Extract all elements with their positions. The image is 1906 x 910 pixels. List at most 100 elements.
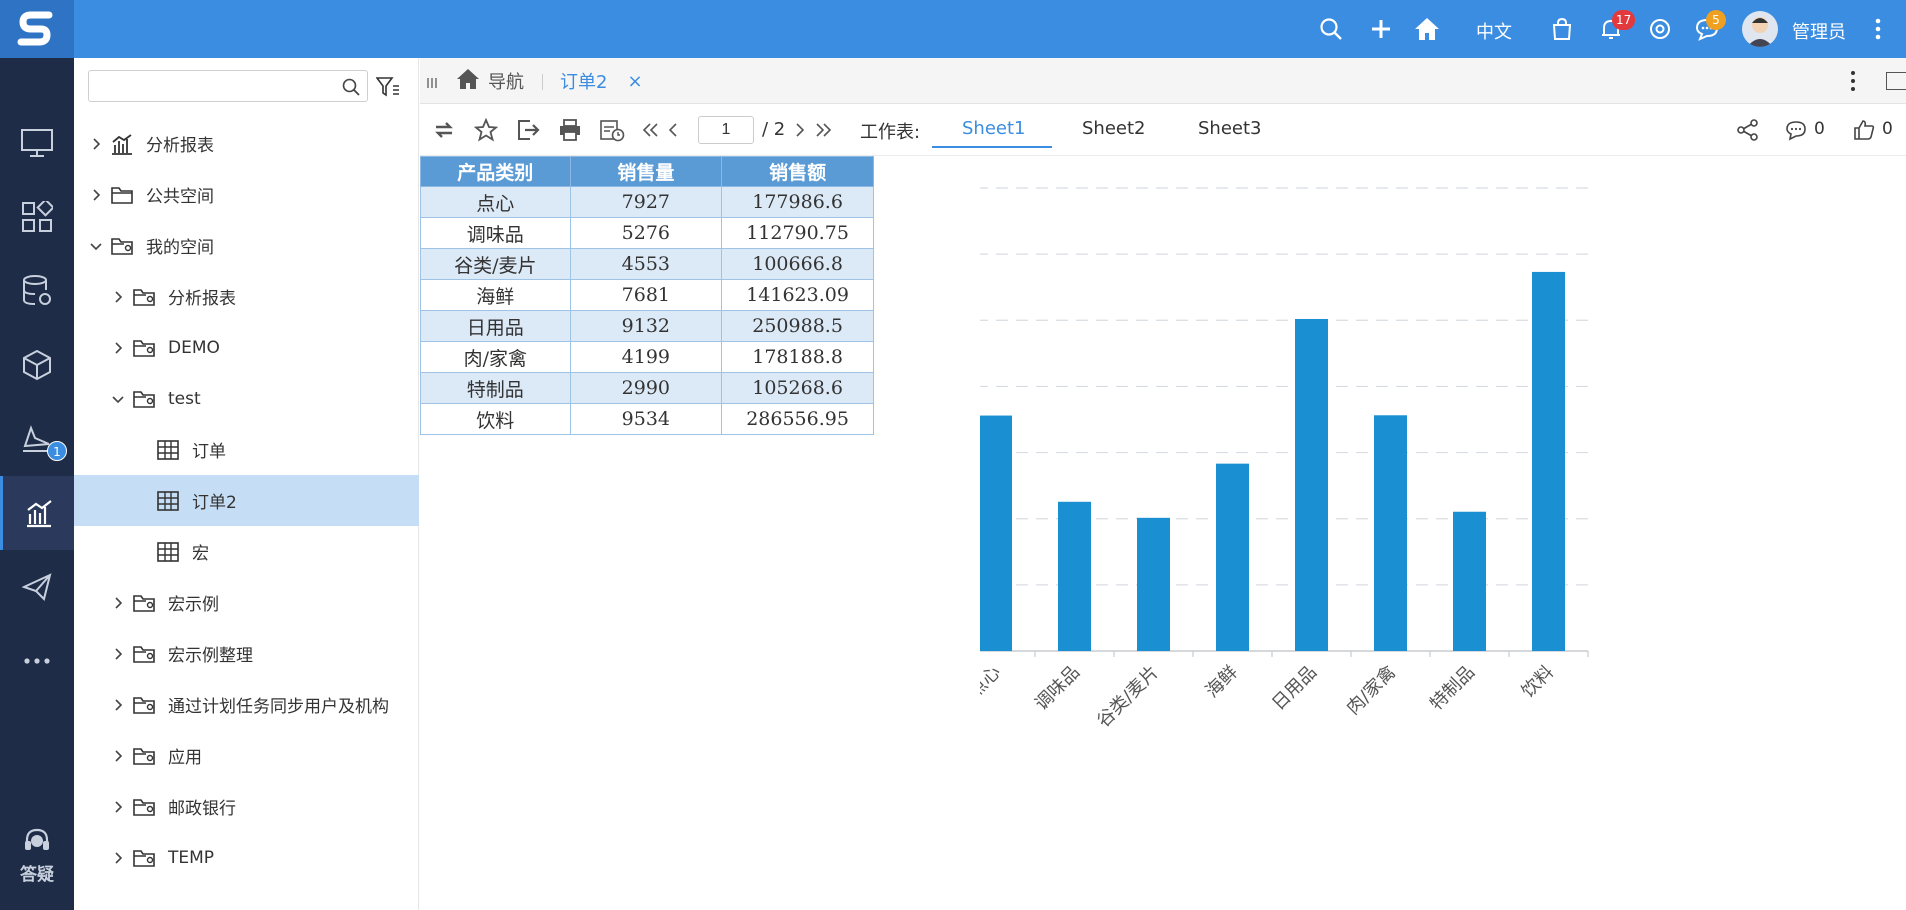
chevron-right-icon[interactable] bbox=[110, 799, 126, 815]
tree-item-postal-bank[interactable]: 邮政银行 bbox=[74, 781, 419, 832]
table-cell[interactable]: 141623.09 bbox=[721, 279, 874, 311]
nav-etl[interactable] bbox=[0, 402, 74, 476]
chevron-right-icon[interactable] bbox=[110, 850, 126, 866]
export-icon[interactable] bbox=[514, 116, 542, 144]
table-cell[interactable]: 日用品 bbox=[420, 310, 571, 342]
filter-icon[interactable] bbox=[375, 76, 400, 102]
chevron-right-icon[interactable] bbox=[88, 136, 104, 152]
tree-item-apps[interactable]: 应用 bbox=[74, 730, 419, 781]
tree-item-public-space[interactable]: 公共空间 bbox=[74, 169, 419, 220]
home-icon[interactable] bbox=[1412, 14, 1442, 44]
user-name[interactable]: 管理员 bbox=[1792, 22, 1846, 43]
table-cell[interactable]: 肉/家禽 bbox=[420, 341, 571, 373]
chevron-right-icon[interactable] bbox=[110, 289, 126, 305]
shopping-bag-icon[interactable] bbox=[1547, 14, 1577, 44]
table-cell[interactable]: 5276 bbox=[569, 217, 723, 249]
table-cell[interactable]: 7927 bbox=[569, 186, 723, 218]
table-cell[interactable]: 海鲜 bbox=[420, 279, 571, 311]
tab-navigation[interactable]: 导航 bbox=[456, 68, 524, 94]
table-cell[interactable]: 9132 bbox=[569, 310, 723, 342]
table-cell[interactable]: 调味品 bbox=[420, 217, 571, 249]
column-header[interactable]: 销售额 bbox=[721, 156, 874, 187]
nav-publish[interactable] bbox=[0, 550, 74, 624]
tree-item-test[interactable]: test bbox=[74, 373, 419, 424]
chevron-down-icon[interactable] bbox=[110, 391, 126, 407]
search-icon[interactable] bbox=[342, 78, 360, 100]
close-icon[interactable]: × bbox=[627, 70, 643, 92]
chevron-down-icon[interactable] bbox=[88, 238, 104, 254]
more-vertical-icon[interactable] bbox=[1868, 14, 1888, 44]
table-cell[interactable]: 9534 bbox=[569, 403, 723, 435]
next-page-icon[interactable] bbox=[792, 116, 808, 144]
chevron-right-icon[interactable] bbox=[88, 187, 104, 203]
table-cell[interactable]: 点心 bbox=[420, 186, 571, 218]
tree-item-order2[interactable]: 订单2 bbox=[74, 475, 419, 526]
tab-sheet3[interactable]: Sheet3 bbox=[1198, 118, 1262, 139]
nav-analysis[interactable] bbox=[0, 476, 74, 550]
comment-icon[interactable] bbox=[1782, 116, 1810, 144]
tree-item-my-analysis-reports[interactable]: 分析报表 bbox=[74, 271, 419, 322]
report-canvas: 产品类别 销售量 销售额 点心 7927 177986.6 调味品 5276 11279… bbox=[420, 156, 1906, 910]
column-header[interactable]: 销售量 bbox=[569, 156, 723, 187]
tab-order2[interactable]: 订单2 × bbox=[560, 68, 643, 94]
add-icon[interactable] bbox=[1366, 14, 1396, 44]
language-switch[interactable]: 中文 bbox=[1476, 22, 1512, 43]
tree-item-macro-examples-organized[interactable]: 宏示例整理 bbox=[74, 628, 419, 679]
settings-eye-icon[interactable] bbox=[1645, 14, 1675, 44]
table-cell[interactable]: 112790.75 bbox=[721, 217, 874, 249]
tree-item-macro[interactable]: 宏 bbox=[74, 526, 419, 577]
scheduled-export-icon[interactable] bbox=[598, 116, 626, 144]
window-toggle-icon[interactable] bbox=[1886, 72, 1906, 90]
nav-dashboard[interactable] bbox=[0, 180, 74, 254]
table-cell[interactable]: 谷类/麦片 bbox=[420, 248, 571, 280]
table-cell[interactable]: 105268.6 bbox=[721, 372, 874, 404]
chevron-right-icon[interactable] bbox=[110, 697, 126, 713]
tree-search-input[interactable] bbox=[88, 70, 368, 102]
tree-item-order[interactable]: 订单 bbox=[74, 424, 419, 475]
chevron-right-icon[interactable] bbox=[110, 646, 126, 662]
table-cell[interactable]: 100666.8 bbox=[721, 248, 874, 280]
share-icon[interactable] bbox=[1734, 116, 1762, 144]
page-number-input[interactable] bbox=[698, 116, 754, 144]
avatar[interactable] bbox=[1742, 11, 1778, 47]
tree-item-macro-examples[interactable]: 宏示例 bbox=[74, 577, 419, 628]
chevron-right-icon[interactable] bbox=[110, 748, 126, 764]
nav-datasource[interactable] bbox=[0, 254, 74, 328]
chevron-right-icon[interactable] bbox=[110, 340, 126, 356]
nav-monitor[interactable] bbox=[0, 106, 74, 180]
table-cell[interactable]: 4199 bbox=[569, 341, 723, 373]
tree-item-analysis-reports[interactable]: 分析报表 bbox=[74, 118, 419, 169]
column-header[interactable]: 产品类别 bbox=[420, 156, 571, 187]
chevron-right-icon[interactable] bbox=[110, 595, 126, 611]
app-logo[interactable] bbox=[0, 0, 74, 58]
tab-sheet1[interactable]: Sheet1 bbox=[962, 118, 1026, 139]
tree-item-temp[interactable]: TEMP bbox=[74, 832, 419, 883]
table-cell[interactable]: 2990 bbox=[569, 372, 723, 404]
tree-item-demo[interactable]: DEMO bbox=[74, 322, 419, 373]
tree-item-scheduled-sync[interactable]: 通过计划任务同步用户及机构 bbox=[74, 679, 419, 730]
table-cell[interactable]: 特制品 bbox=[420, 372, 571, 404]
collapse-panel-icon[interactable] bbox=[426, 74, 438, 93]
table-cell[interactable]: 4553 bbox=[569, 248, 723, 280]
previous-page-icon[interactable] bbox=[664, 116, 680, 144]
table-cell[interactable]: 177986.6 bbox=[721, 186, 874, 218]
tree-item-my-space[interactable]: 我的空间 bbox=[74, 220, 419, 271]
more-vertical-icon[interactable] bbox=[1850, 70, 1856, 96]
tab-sheet2[interactable]: Sheet2 bbox=[1082, 118, 1146, 139]
print-icon[interactable] bbox=[556, 116, 584, 144]
table-cell[interactable]: 7681 bbox=[569, 279, 723, 311]
table-cell[interactable]: 250988.5 bbox=[721, 310, 874, 342]
first-page-icon[interactable] bbox=[642, 116, 660, 144]
favorite-star-icon[interactable] bbox=[472, 116, 500, 144]
table-cell[interactable]: 178188.8 bbox=[721, 341, 874, 373]
nav-more[interactable] bbox=[0, 624, 74, 698]
last-page-icon[interactable] bbox=[814, 116, 832, 144]
table-cell[interactable]: 饮料 bbox=[420, 403, 571, 435]
bar-3 bbox=[1216, 463, 1249, 651]
refresh-icon[interactable] bbox=[430, 116, 458, 144]
help-button[interactable]: 答疑 bbox=[0, 826, 74, 896]
search-icon[interactable] bbox=[1316, 14, 1346, 44]
table-cell[interactable]: 286556.95 bbox=[721, 403, 874, 435]
nav-model[interactable] bbox=[0, 328, 74, 402]
like-thumbs-up-icon[interactable] bbox=[1850, 116, 1878, 144]
